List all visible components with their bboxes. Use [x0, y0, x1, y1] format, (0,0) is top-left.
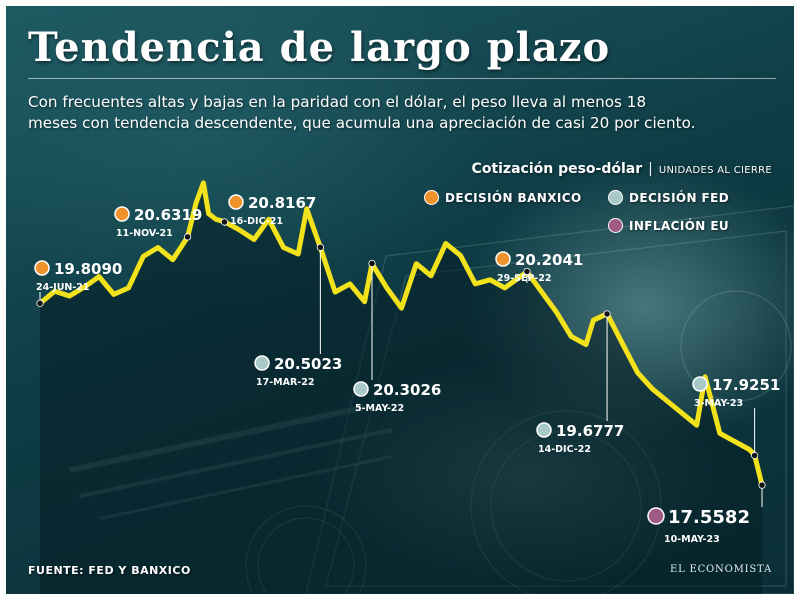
- legend-item-banxico: DECISIÓN BANXICO: [424, 190, 582, 205]
- chart-title: Tendencia de largo plazo: [28, 24, 611, 71]
- annotation-value: 17.5582: [668, 507, 750, 528]
- annotation-point: [523, 267, 531, 276]
- annotation-dot-icon: [647, 507, 665, 525]
- annotation-point: [603, 310, 611, 318]
- annotation-value: 19.8090: [54, 260, 122, 278]
- source-note: FUENTE: FED Y BANXICO: [28, 564, 191, 577]
- annotation-dot-icon: [228, 194, 244, 210]
- annotation-date: 29-SEP-22: [497, 273, 551, 284]
- annotation-point: [368, 259, 376, 268]
- annotation-dot-icon: [254, 355, 270, 371]
- annotation-date: 3-MAY-23: [694, 398, 743, 409]
- annotation-dot-icon: [536, 422, 552, 438]
- annotation-point: [183, 233, 192, 241]
- annotation-date: 17-MAR-22: [256, 377, 314, 388]
- legend-title: Cotización peso-dólar: [471, 161, 643, 177]
- annotation-point: [316, 243, 324, 251]
- line-chart: 19.8090 24-JUN-21 20.6319 11-NOV-21 20.8167 1…: [34, 180, 780, 594]
- legend-header: Cotización peso-dólar | UNIDADES AL CIERRE: [472, 158, 772, 177]
- annotation-value: 20.5023: [274, 355, 342, 373]
- legend-dot-banxico-icon: [424, 190, 439, 205]
- chart-subtitle: Con frecuentes altas y bajas en la parid…: [28, 92, 780, 134]
- legend-separator: |: [648, 161, 653, 177]
- annotation-point: [36, 299, 44, 307]
- annotation-point: [758, 481, 766, 489]
- annotation-point: [220, 218, 229, 226]
- annotation-value: 17.9251: [712, 376, 780, 394]
- legend-item-inflacion: INFLACIÓN EU: [608, 218, 729, 233]
- series-line: [37, 180, 765, 488]
- series-area: [40, 182, 762, 594]
- annotation-date: 24-JUN-21: [36, 282, 90, 293]
- legend-label: DECISIÓN FED: [629, 190, 730, 205]
- annotation-date: 14-DIC-22: [538, 444, 591, 455]
- title-divider: [28, 78, 776, 79]
- annotation-date: 10-MAY-23: [664, 534, 720, 545]
- annotation-date: 5-MAY-22: [355, 403, 404, 414]
- annotation-dot-icon: [692, 376, 708, 392]
- annotation-value: 19.6777: [556, 422, 624, 440]
- annotation-dot-icon: [34, 260, 50, 276]
- annotation-value: 20.2041: [515, 251, 583, 269]
- legend-dot-inflacion-icon: [608, 218, 623, 233]
- annotation-dot-icon: [495, 251, 511, 267]
- annotation-value: 20.6319: [134, 206, 202, 224]
- infographic-frame: Tendencia de largo plazo Con frecuentes …: [6, 6, 794, 594]
- annotation-date: 11-NOV-21: [116, 228, 173, 239]
- annotation-value: 20.8167: [248, 194, 316, 212]
- annotation-dot-icon: [114, 206, 130, 222]
- legend-units: UNIDADES AL CIERRE: [658, 165, 772, 176]
- legend-label: INFLACIÓN EU: [629, 218, 730, 233]
- legend-dot-fed-icon: [608, 190, 623, 205]
- legend-item-fed: DECISIÓN FED: [608, 190, 729, 205]
- subtitle-line: Con frecuentes altas y bajas en la parid…: [28, 93, 647, 111]
- brand-logo: EL ECONOMISTA: [669, 564, 772, 575]
- annotation-point: [751, 451, 759, 460]
- annotation-value: 20.3026: [373, 381, 441, 399]
- annotation-dot-icon: [353, 381, 369, 397]
- legend-label: DECISIÓN BANXICO: [445, 190, 582, 205]
- annotation-date: 16-DIC-21: [230, 216, 283, 227]
- subtitle-line: meses con tendencia descendente, que acu…: [28, 114, 696, 132]
